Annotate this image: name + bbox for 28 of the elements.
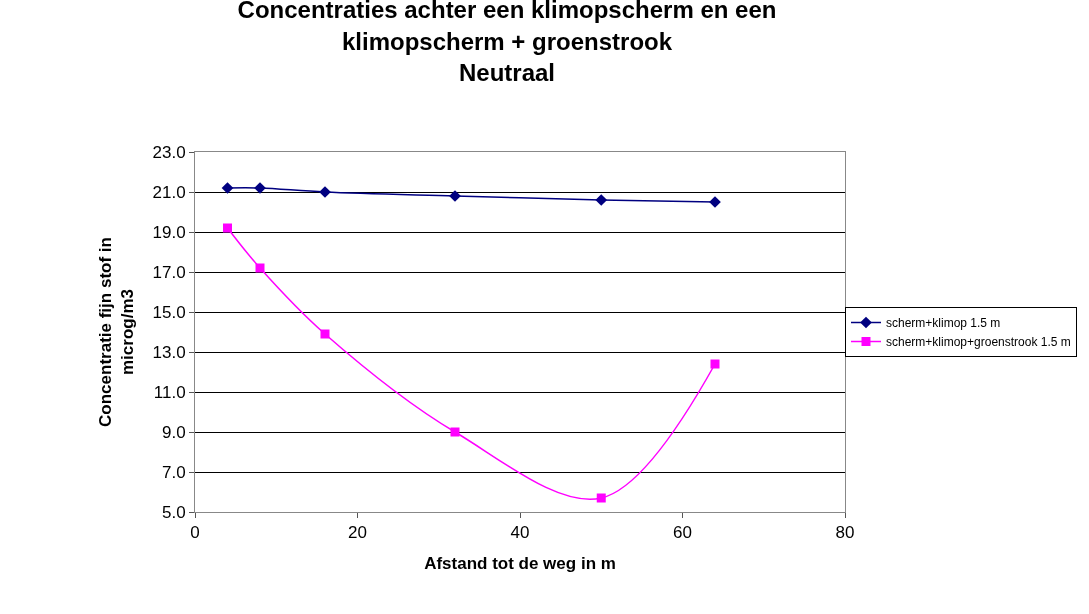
x-tick-label: 40 <box>510 523 530 543</box>
point <box>221 182 234 194</box>
point <box>320 329 330 339</box>
y-tick-label: 21.0 <box>152 182 186 202</box>
y-tick-label: 15.0 <box>152 302 186 322</box>
x-tick-label: 60 <box>673 523 692 543</box>
point <box>595 194 608 206</box>
point <box>255 263 265 273</box>
point <box>223 223 232 233</box>
point <box>450 427 460 437</box>
point <box>710 359 720 369</box>
y-tick-label: 9.0 <box>161 422 186 442</box>
chart-title: Concentraties achter een klimopscherm en een klimopscherm + groenstrook Neutraal <box>237 0 777 86</box>
x-tick-label: 80 <box>835 523 855 543</box>
x-axis-title: Afstand tot de weg in m <box>424 553 616 573</box>
y-tick-label: 23.0 <box>152 142 186 162</box>
point <box>596 493 606 503</box>
x-tick-label: 20 <box>348 523 367 543</box>
legend-label: scherm+klimop 1.5 m <box>886 316 1001 331</box>
y-axis-title: Concentratie fijn stof in microg/m3 <box>95 237 138 427</box>
y-tick-label: 7.0 <box>161 462 186 482</box>
x-tick-label: 0 <box>190 523 200 543</box>
y-tick-label: 11.0 <box>153 382 186 402</box>
y-tick-label: 5.0 <box>161 502 186 522</box>
legend-label: scherm+klimop+groenstrook 1.5 m <box>886 335 1071 350</box>
y-tick-label: 13.0 <box>152 342 186 362</box>
y-tick-label: 17.0 <box>152 262 186 282</box>
y-tick-label: 19.0 <box>152 222 186 242</box>
